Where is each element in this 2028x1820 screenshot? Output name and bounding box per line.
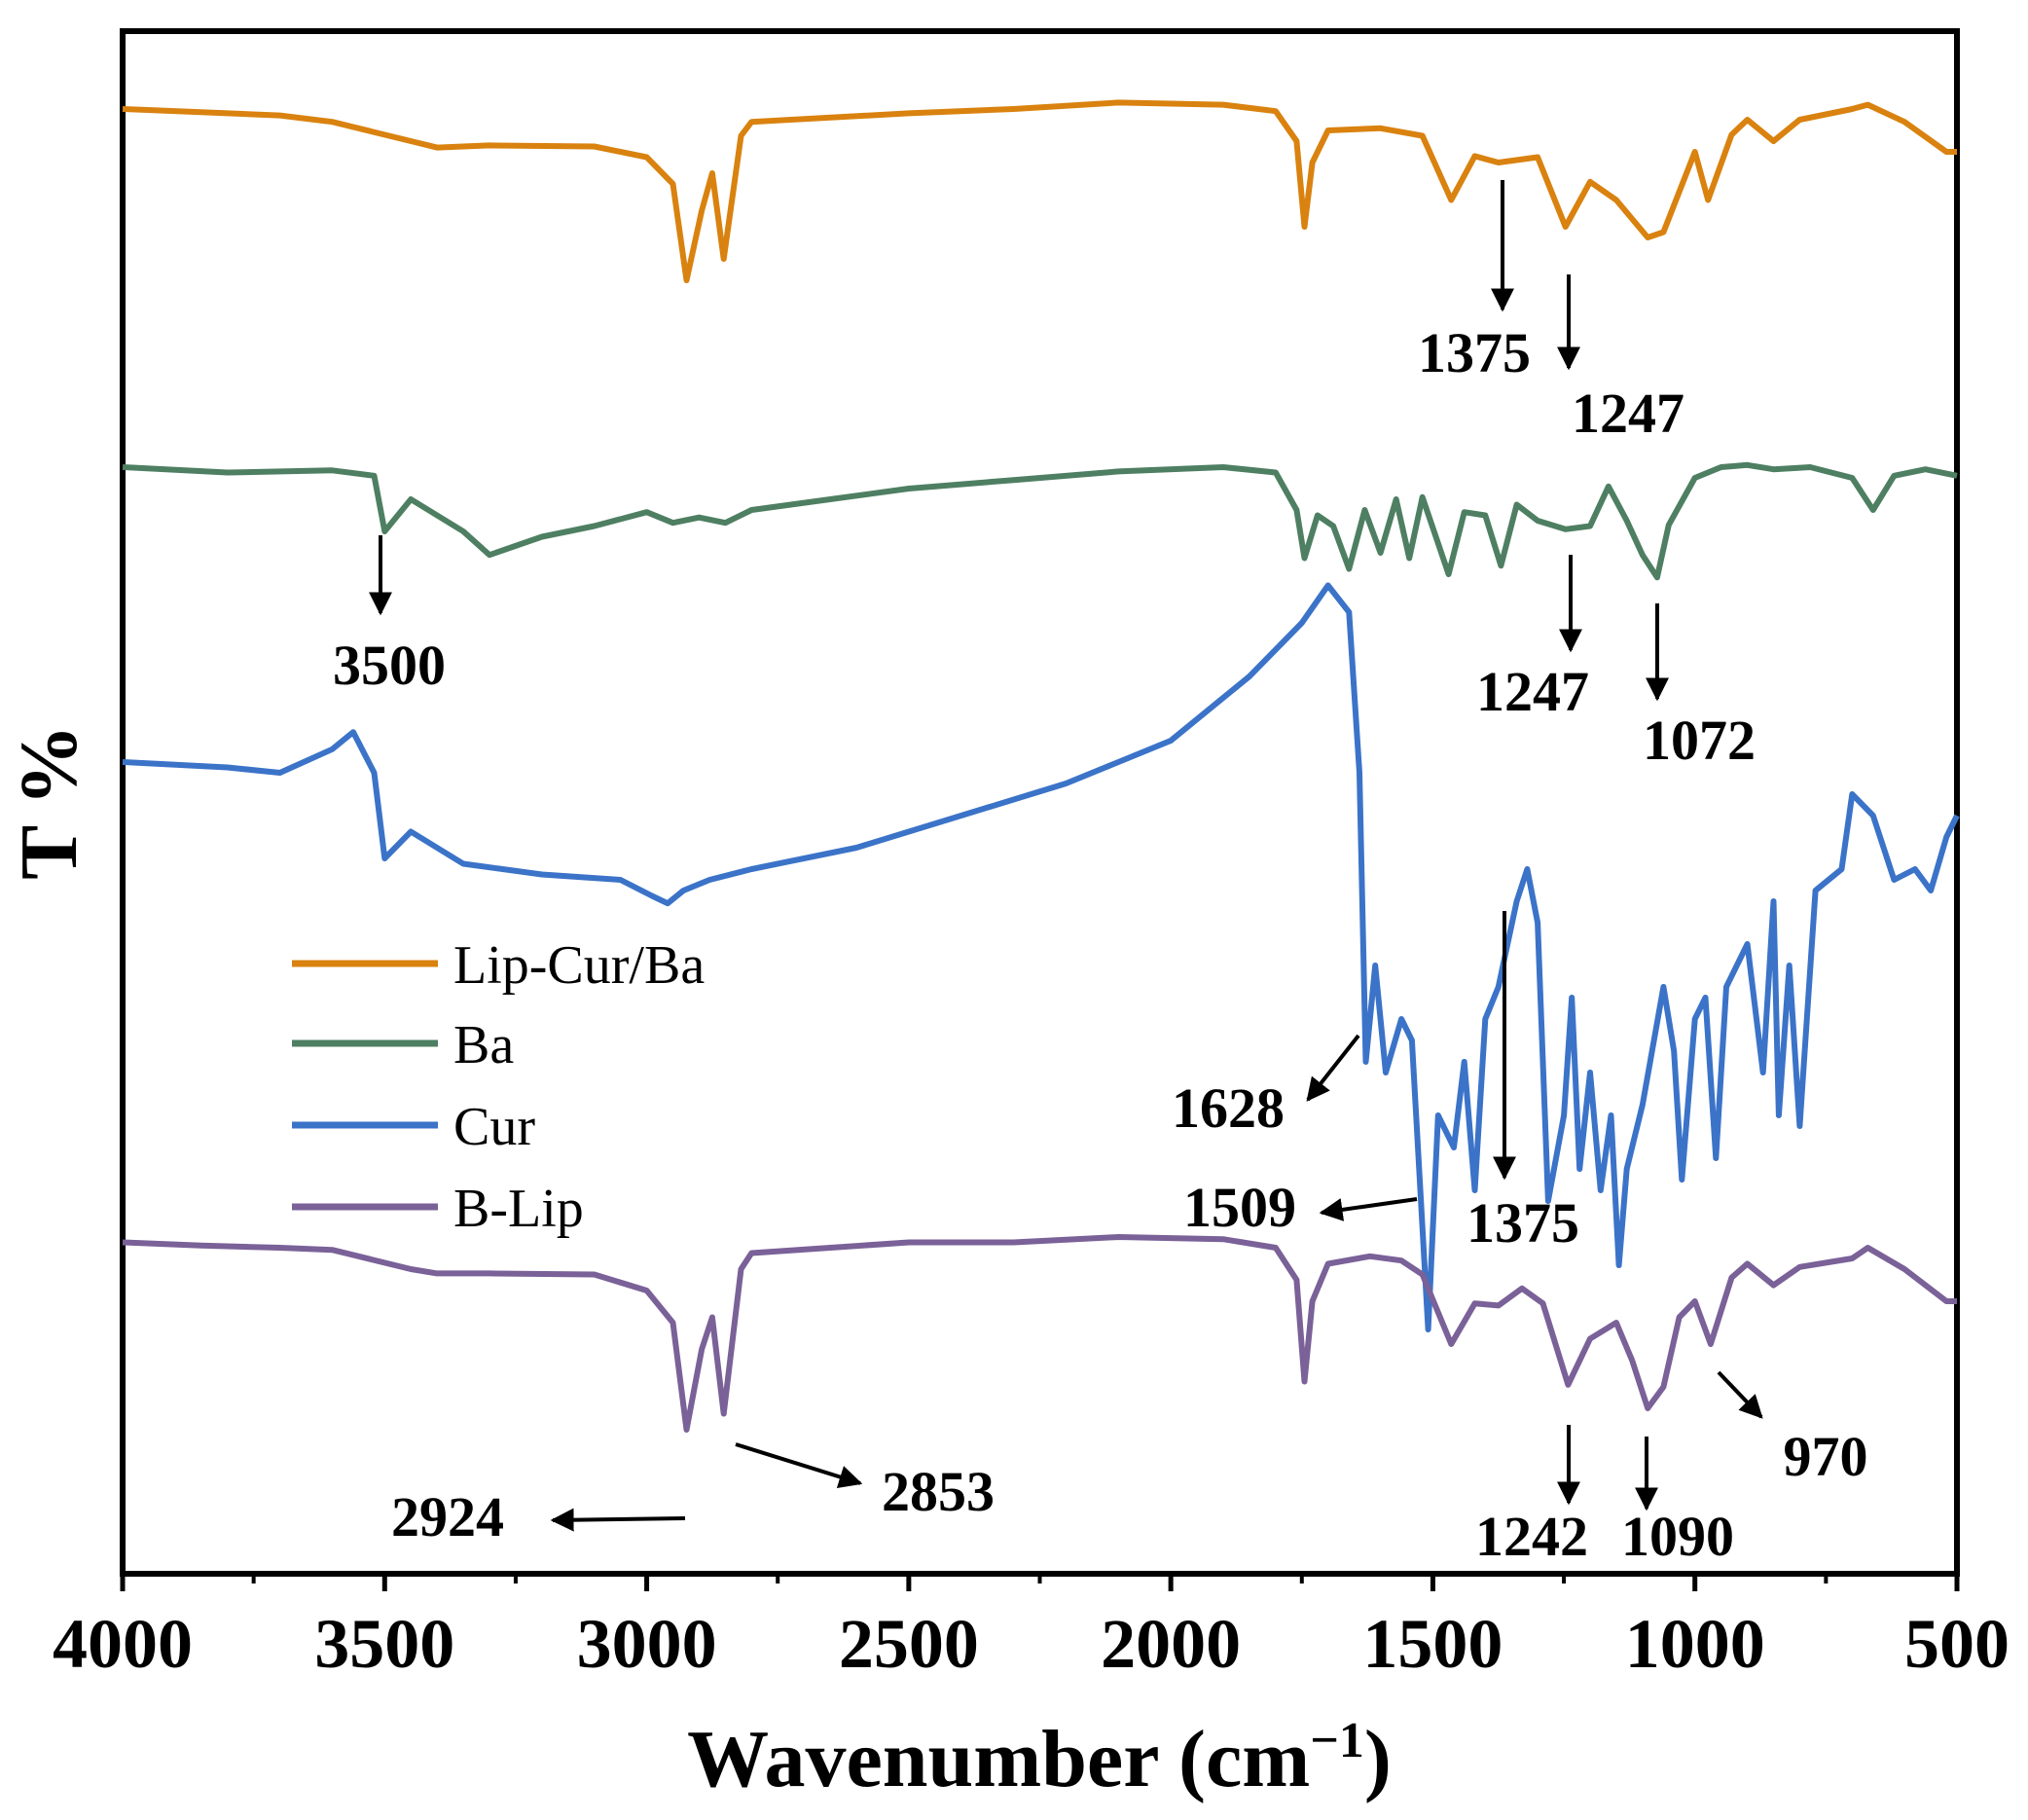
x-tick-label: 1000 (1625, 1605, 1765, 1683)
peak-label: 1247 (1572, 382, 1684, 445)
peak-annotations: 1375 1247 3500 1247 1072 1628 1509 1375 … (333, 180, 1868, 1568)
legend-label-b-lip: B-Lip (453, 1179, 584, 1239)
legend-label-lip-cur-ba: Lip-Cur/Ba (453, 935, 705, 996)
x-tick-label: 1500 (1362, 1605, 1503, 1683)
x-tick-label: 500 (1904, 1605, 2010, 1683)
peak-arrow (550, 1508, 686, 1532)
x-axis-title: Wavenumber (cm−1) (687, 1713, 1392, 1804)
peak-label: 1375 (1467, 1191, 1579, 1255)
legend-label-ba: Ba (453, 1015, 514, 1075)
peak-label: 1375 (1418, 321, 1531, 384)
peak-label: 3500 (333, 634, 446, 697)
peak-arrow (1319, 1197, 1418, 1221)
peak-label: 970 (1784, 1425, 1868, 1488)
legend: Lip-Cur/Ba Ba Cur B-Lip (292, 935, 705, 1239)
plot-frame (120, 28, 1960, 1577)
x-axis-tick-labels: 4000 3500 3000 2500 2000 1500 1000 500 (53, 1605, 2010, 1683)
peak-label: 1628 (1172, 1076, 1285, 1140)
peak-label: 1509 (1183, 1176, 1296, 1239)
x-tick-label: 2000 (1101, 1605, 1241, 1683)
x-axis-ticks (120, 1574, 1960, 1591)
peak-label: 1247 (1476, 660, 1589, 723)
x-tick-label: 3000 (577, 1605, 717, 1683)
series-layer (122, 99, 1960, 1433)
peak-label: 1072 (1643, 709, 1756, 772)
peak-label: 1242 (1475, 1505, 1588, 1568)
series-line-cur (122, 582, 1960, 1332)
series-line-ba (122, 461, 1958, 581)
peak-arrow (735, 1442, 863, 1489)
peak-arrow (1717, 1370, 1763, 1419)
y-axis-title: T % (4, 724, 94, 880)
series-line-b-lip (122, 1234, 1957, 1433)
series-line-lip-cur-ba (122, 99, 1957, 283)
peak-label: 1090 (1621, 1505, 1734, 1568)
legend-label-cur: Cur (453, 1097, 535, 1157)
peak-label: 2853 (882, 1460, 995, 1523)
x-tick-label: 4000 (53, 1605, 193, 1683)
peak-arrow (1306, 1034, 1360, 1102)
peak-label: 2924 (391, 1485, 504, 1548)
x-tick-label: 2500 (839, 1605, 979, 1683)
x-tick-label: 3500 (314, 1605, 454, 1683)
